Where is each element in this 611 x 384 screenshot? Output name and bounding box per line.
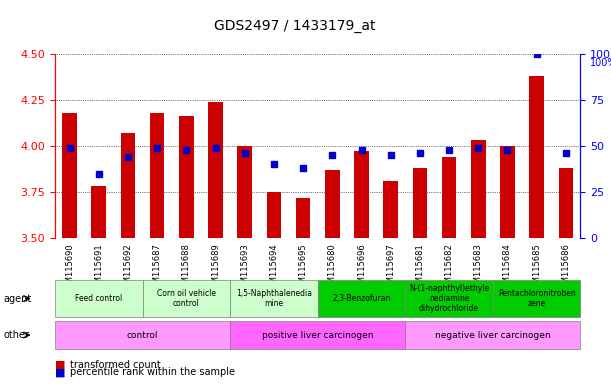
Text: transformed count: transformed count xyxy=(70,360,161,370)
Bar xyxy=(529,76,544,238)
Text: Feed control: Feed control xyxy=(75,294,122,303)
Bar xyxy=(208,102,223,238)
Text: other: other xyxy=(3,330,29,340)
Text: negative liver carcinogen: negative liver carcinogen xyxy=(435,331,551,339)
Bar xyxy=(384,181,398,238)
Bar xyxy=(62,113,77,238)
Text: Pentachloronitroben
zene: Pentachloronitroben zene xyxy=(498,289,576,308)
Bar xyxy=(120,133,135,238)
Bar xyxy=(500,146,514,238)
Text: ■: ■ xyxy=(55,360,65,370)
Bar xyxy=(354,151,369,238)
Text: 2,3-Benzofuran: 2,3-Benzofuran xyxy=(332,294,390,303)
Bar xyxy=(558,168,573,238)
Text: GDS2497 / 1433179_at: GDS2497 / 1433179_at xyxy=(214,19,375,33)
Text: positive liver carcinogen: positive liver carcinogen xyxy=(262,331,373,339)
Bar xyxy=(412,168,427,238)
Text: control: control xyxy=(127,331,158,339)
Bar xyxy=(179,116,194,238)
Bar xyxy=(150,113,164,238)
Text: 100%: 100% xyxy=(590,58,611,68)
Text: N-(1-naphthyl)ethyle
nediamine
dihydrochloride: N-(1-naphthyl)ethyle nediamine dihydroch… xyxy=(409,284,489,313)
Text: 1,5-Naphthalenedia
mine: 1,5-Naphthalenedia mine xyxy=(236,289,312,308)
Text: Corn oil vehicle
control: Corn oil vehicle control xyxy=(157,289,216,308)
Bar xyxy=(238,146,252,238)
Bar xyxy=(325,170,340,238)
Bar xyxy=(92,187,106,238)
Bar xyxy=(471,141,486,238)
Bar xyxy=(442,157,456,238)
Bar xyxy=(266,192,281,238)
Bar xyxy=(296,197,310,238)
Text: ■: ■ xyxy=(55,367,65,377)
Text: percentile rank within the sample: percentile rank within the sample xyxy=(70,367,235,377)
Text: agent: agent xyxy=(3,293,31,304)
